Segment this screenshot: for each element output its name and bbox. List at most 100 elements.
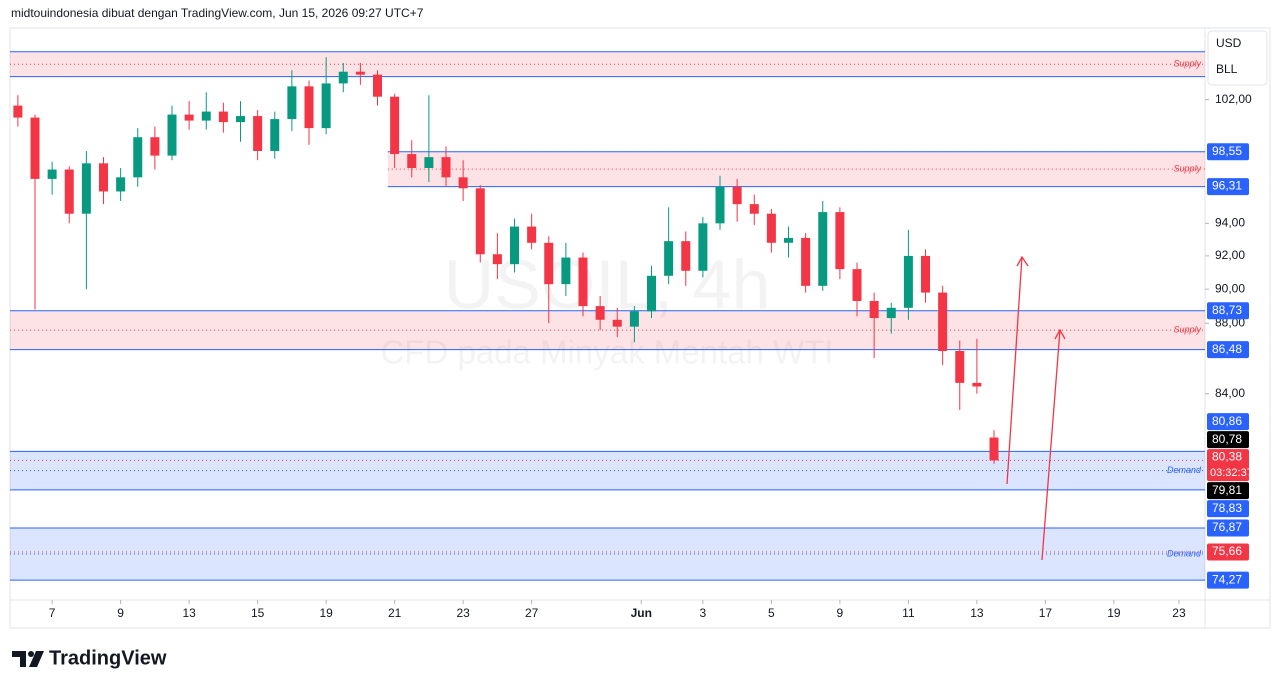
price-label-box <box>1207 431 1249 449</box>
candle-body <box>681 241 691 271</box>
candle-body <box>475 188 485 255</box>
candle-body <box>715 186 725 224</box>
price-label-box <box>1207 571 1249 589</box>
zone-label: Demand <box>1167 465 1202 475</box>
candle-body <box>133 137 143 178</box>
candle-body <box>989 437 999 461</box>
price-label-box <box>1207 302 1249 320</box>
candle-body <box>647 275 657 312</box>
candle-body <box>835 212 845 270</box>
candle-body <box>903 255 913 308</box>
price-label: 88,73 <box>1212 303 1242 317</box>
x-tick-label: Jun <box>631 606 652 620</box>
x-tick-label: 23 <box>1172 606 1186 620</box>
price-label-box <box>1207 143 1249 161</box>
candle-body <box>270 119 280 151</box>
price-label-box <box>1207 178 1249 196</box>
candle-body <box>64 169 74 214</box>
currency: USD <box>1216 36 1242 50</box>
candle-body <box>749 204 759 214</box>
candle-body <box>116 177 126 192</box>
candle-body <box>784 237 794 243</box>
candle-body <box>732 186 742 205</box>
candle-body <box>664 241 674 276</box>
footer-logo: TradingView <box>12 647 167 669</box>
candle-body <box>492 254 502 265</box>
price-label: 96,31 <box>1212 179 1242 193</box>
candle-body <box>921 255 931 293</box>
zone-label: Supply <box>1173 164 1201 174</box>
candle-body <box>424 157 434 168</box>
candle-body <box>955 351 965 383</box>
y-tick-label: 94,00 <box>1215 216 1245 230</box>
x-tick-label: 15 <box>251 606 265 620</box>
price-label-box <box>1207 341 1249 359</box>
header: midtouindonesia dibuat dengan TradingVie… <box>11 6 424 20</box>
price-label-box <box>1207 482 1249 500</box>
y-tick-label: 102,00 <box>1215 92 1252 106</box>
candle-body <box>150 137 160 156</box>
candle-body <box>390 96 400 155</box>
price-label: 86,48 <box>1212 342 1242 356</box>
x-tick-label: 17 <box>1039 606 1053 620</box>
unit-box <box>1207 30 1268 86</box>
zone <box>10 310 1205 350</box>
arrow <box>1006 256 1023 485</box>
y-tick-label: 90,00 <box>1215 281 1245 295</box>
zone-label: Supply <box>1173 59 1201 69</box>
zones: Supply Supply Supply Demand Demand <box>10 51 1205 581</box>
y-tick-label: 84,00 <box>1215 386 1245 400</box>
x-tick-label: 21 <box>388 606 402 620</box>
x-tick-label: 11 <box>902 606 915 620</box>
arrow-head <box>1016 255 1029 267</box>
candle-body <box>869 301 879 319</box>
candle-body <box>441 157 451 178</box>
candle-body <box>578 257 588 307</box>
x-tick-label: 13 <box>970 606 984 620</box>
candle-body <box>13 105 23 118</box>
candles <box>13 57 999 464</box>
countdown: 03:32:37 <box>1210 467 1253 479</box>
price-label: 80,38 <box>1212 449 1242 463</box>
candle-body <box>544 242 554 285</box>
candle-body <box>595 306 605 320</box>
candle-body <box>938 292 948 352</box>
unit: BLL <box>1216 62 1238 76</box>
price-label-box <box>1207 449 1249 482</box>
candle-body <box>81 163 91 214</box>
arrow <box>1041 329 1061 561</box>
candle-body <box>287 86 297 120</box>
price-label: 75,66 <box>1212 544 1242 558</box>
x-tick-label: 19 <box>1107 606 1121 620</box>
arrow-head <box>1054 328 1066 340</box>
candle-body <box>201 111 211 121</box>
price-label-box <box>1207 543 1249 561</box>
candle-body <box>886 307 896 319</box>
logo-mark <box>29 651 44 667</box>
candle-body <box>510 226 520 265</box>
candle-body <box>99 163 109 192</box>
brand: TradingView <box>49 647 167 669</box>
candle-body <box>355 71 365 75</box>
logo-mark <box>28 651 34 657</box>
price-label: 80,86 <box>1212 414 1242 428</box>
x-tick-label: 9 <box>837 606 844 620</box>
x-tick-label: 23 <box>456 606 470 620</box>
candle-body <box>698 223 708 271</box>
candle-body <box>458 177 468 189</box>
price-label-box <box>1207 519 1249 537</box>
candle-body <box>629 311 639 327</box>
candle-body <box>373 74 383 97</box>
candle-body <box>218 111 228 123</box>
zone <box>10 527 1205 581</box>
candle-body <box>30 117 40 179</box>
price-label: 76,87 <box>1212 520 1242 534</box>
price-label: 98,55 <box>1212 144 1242 158</box>
logo-mark <box>12 651 26 667</box>
candle-body <box>612 319 622 327</box>
price-label-box <box>1207 500 1249 518</box>
candle-body <box>167 114 177 156</box>
